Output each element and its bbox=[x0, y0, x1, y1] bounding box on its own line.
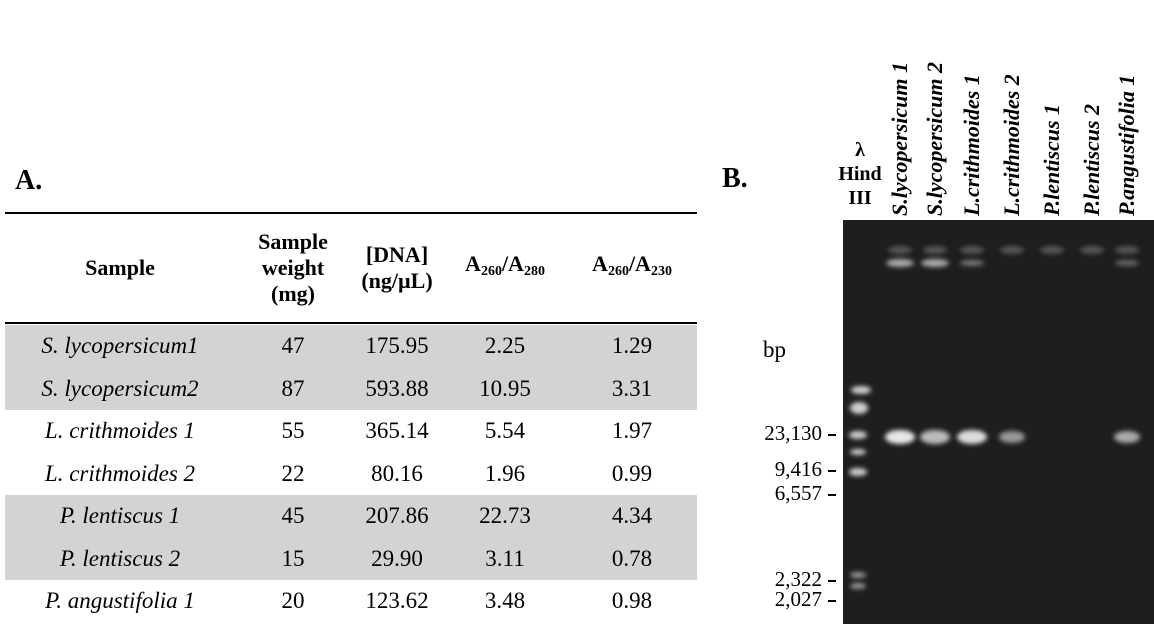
table-cell: 0.78 bbox=[567, 539, 697, 579]
table-cell: 0.98 bbox=[567, 581, 697, 621]
header-line: [DNA] bbox=[351, 242, 443, 268]
size-label: 23,130 bbox=[712, 421, 822, 446]
table-cell: 1.96 bbox=[443, 454, 567, 494]
table-cell: 1.29 bbox=[567, 326, 697, 366]
table-cell: 207.86 bbox=[351, 496, 443, 536]
table-cell: 0.99 bbox=[567, 454, 697, 494]
header-line: A260/A280 bbox=[443, 251, 567, 285]
header-line: Sample bbox=[5, 255, 235, 281]
table-cell: 123.62 bbox=[351, 581, 443, 621]
lane-label: P.lentiscus 1 bbox=[1039, 104, 1065, 216]
table-cell: S. lycopersicum1 bbox=[5, 326, 235, 366]
table-cell: P. lentiscus 2 bbox=[5, 539, 235, 579]
table-cell: S. lycopersicum2 bbox=[5, 369, 235, 409]
header-line: A260/A230 bbox=[567, 251, 697, 285]
table-cell: 5.54 bbox=[443, 411, 567, 451]
size-tick bbox=[828, 580, 836, 582]
lane-label: L.crithmoides 1 bbox=[959, 74, 985, 216]
size-tick bbox=[828, 434, 836, 436]
header-line: (ng/µL) bbox=[351, 268, 443, 294]
size-tick bbox=[828, 494, 836, 496]
panel-b-label: B. bbox=[722, 163, 748, 195]
table-cell: 47 bbox=[235, 326, 351, 366]
header-part: A bbox=[465, 251, 481, 276]
table-cell: 3.31 bbox=[567, 369, 697, 409]
lane-label: P.angustifolia 1 bbox=[1114, 75, 1140, 216]
lane-label: S.lycopersicum 2 bbox=[922, 62, 948, 216]
table-cell: 87 bbox=[235, 369, 351, 409]
header-cell: A260/A230 bbox=[567, 214, 697, 322]
lane-label: L.crithmoides 2 bbox=[999, 74, 1025, 216]
header-part: 280 bbox=[524, 264, 545, 279]
size-tick bbox=[828, 470, 836, 472]
header-part: /A bbox=[502, 251, 524, 276]
table-cell: 22.73 bbox=[443, 496, 567, 536]
header-part: 230 bbox=[651, 264, 672, 279]
figure: A. B. SampleSampleweight(mg)[DNA](ng/µL)… bbox=[0, 0, 1154, 624]
table-cell: 593.88 bbox=[351, 369, 443, 409]
header-rule bbox=[5, 322, 697, 324]
header-part: /A bbox=[629, 251, 651, 276]
table-cell: 3.48 bbox=[443, 581, 567, 621]
table-cell: 3.11 bbox=[443, 539, 567, 579]
table-cell: 15 bbox=[235, 539, 351, 579]
unit-label: bp bbox=[763, 337, 786, 363]
size-label: 9,416 bbox=[712, 457, 822, 482]
table-cell: 45 bbox=[235, 496, 351, 536]
lane-label: S.lycopersicum 1 bbox=[887, 62, 913, 216]
table-cell: L. crithmoides 1 bbox=[5, 411, 235, 451]
header-cell: Sample bbox=[5, 214, 235, 322]
table-cell: 80.16 bbox=[351, 454, 443, 494]
table-cell: 4.34 bbox=[567, 496, 697, 536]
table-cell: P. angustifolia 1 bbox=[5, 581, 235, 621]
header-cell: A260/A280 bbox=[443, 214, 567, 322]
size-label: 6,557 bbox=[712, 481, 822, 506]
table-cell: 10.95 bbox=[443, 369, 567, 409]
header-cell: [DNA](ng/µL) bbox=[351, 214, 443, 322]
table-cell: 55 bbox=[235, 411, 351, 451]
lane-label: P.lentiscus 2 bbox=[1079, 104, 1105, 216]
table-cell: 1.97 bbox=[567, 411, 697, 451]
header-part: 260 bbox=[481, 264, 502, 279]
panel-a-label: A. bbox=[15, 165, 42, 197]
size-tick bbox=[828, 600, 836, 602]
header-line: Sample bbox=[235, 229, 351, 255]
header-line: (mg) bbox=[235, 281, 351, 307]
table-cell: 365.14 bbox=[351, 411, 443, 451]
table-cell: 175.95 bbox=[351, 326, 443, 366]
table-cell: L. crithmoides 2 bbox=[5, 454, 235, 494]
table-cell: 22 bbox=[235, 454, 351, 494]
size-label: 2,027 bbox=[712, 587, 822, 612]
table-cell: 29.90 bbox=[351, 539, 443, 579]
header-line: weight bbox=[235, 255, 351, 281]
table-cell: P. lentiscus 1 bbox=[5, 496, 235, 536]
header-part: 260 bbox=[608, 264, 629, 279]
header-part: A bbox=[592, 251, 608, 276]
table-cell: 2.25 bbox=[443, 326, 567, 366]
gel-image bbox=[843, 220, 1154, 624]
table-cell: 20 bbox=[235, 581, 351, 621]
